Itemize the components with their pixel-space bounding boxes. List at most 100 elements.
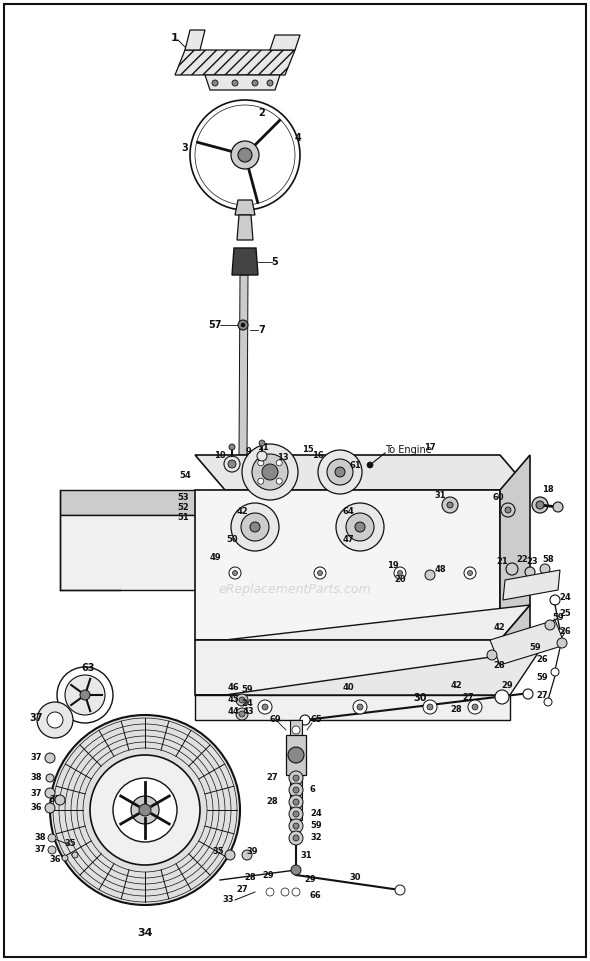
Circle shape	[292, 741, 300, 749]
Text: 30: 30	[413, 693, 427, 703]
Circle shape	[327, 459, 353, 485]
Circle shape	[523, 689, 533, 699]
Circle shape	[289, 831, 303, 845]
Text: 54: 54	[179, 471, 191, 480]
Circle shape	[468, 700, 482, 714]
Text: 51: 51	[177, 512, 189, 522]
Text: 26: 26	[536, 655, 548, 664]
Circle shape	[231, 503, 279, 551]
Text: 61: 61	[349, 461, 361, 471]
Polygon shape	[290, 720, 302, 820]
Text: 10: 10	[214, 451, 226, 459]
Circle shape	[231, 141, 259, 169]
Circle shape	[550, 595, 560, 605]
Text: 15: 15	[302, 445, 314, 454]
Text: 59: 59	[241, 685, 253, 695]
Text: 24: 24	[310, 809, 322, 819]
Circle shape	[556, 629, 564, 637]
Text: 44: 44	[227, 707, 239, 717]
Text: 37: 37	[30, 788, 42, 798]
Circle shape	[395, 885, 405, 895]
Text: 27: 27	[266, 774, 278, 782]
Text: 47: 47	[342, 535, 354, 545]
Polygon shape	[185, 30, 205, 50]
Text: 59: 59	[552, 613, 564, 623]
Circle shape	[442, 497, 458, 513]
Circle shape	[258, 479, 264, 484]
Polygon shape	[195, 455, 530, 490]
Circle shape	[293, 775, 299, 781]
Circle shape	[423, 700, 437, 714]
Polygon shape	[60, 515, 200, 590]
Text: 30: 30	[349, 874, 360, 882]
Circle shape	[506, 563, 518, 575]
Polygon shape	[195, 640, 500, 695]
Circle shape	[336, 503, 384, 551]
Circle shape	[232, 571, 238, 576]
Circle shape	[276, 459, 282, 466]
Circle shape	[292, 726, 300, 734]
Circle shape	[553, 502, 563, 512]
Text: 26: 26	[559, 628, 571, 636]
Text: 6: 6	[310, 785, 316, 795]
Circle shape	[50, 715, 240, 905]
Circle shape	[239, 711, 245, 717]
Text: 43: 43	[242, 707, 254, 717]
Circle shape	[276, 479, 282, 484]
Circle shape	[318, 450, 362, 494]
Circle shape	[252, 80, 258, 86]
Text: 32: 32	[310, 833, 322, 843]
Circle shape	[292, 771, 300, 779]
Circle shape	[90, 755, 200, 865]
Text: 13: 13	[277, 454, 289, 462]
Circle shape	[293, 811, 299, 817]
Text: 35: 35	[212, 848, 224, 856]
Text: 36: 36	[30, 803, 42, 812]
Circle shape	[252, 454, 288, 490]
Polygon shape	[195, 695, 510, 720]
Circle shape	[291, 865, 301, 875]
Circle shape	[557, 638, 567, 648]
Text: 28: 28	[244, 874, 256, 882]
Circle shape	[447, 502, 453, 508]
Circle shape	[346, 513, 374, 541]
Text: 48: 48	[434, 565, 446, 575]
Circle shape	[236, 694, 248, 706]
Text: 36: 36	[49, 855, 61, 865]
Polygon shape	[232, 248, 258, 275]
Text: 9: 9	[245, 447, 251, 456]
Circle shape	[467, 571, 473, 576]
Circle shape	[427, 704, 433, 710]
Text: 27: 27	[462, 693, 474, 702]
Circle shape	[464, 567, 476, 579]
Circle shape	[398, 571, 402, 576]
Text: 40: 40	[342, 683, 354, 693]
Polygon shape	[195, 490, 500, 640]
Circle shape	[292, 756, 300, 764]
Text: 52: 52	[177, 503, 189, 511]
Circle shape	[357, 704, 363, 710]
Circle shape	[536, 501, 544, 509]
Text: 3: 3	[182, 143, 188, 153]
Text: 46: 46	[227, 683, 239, 693]
Circle shape	[289, 807, 303, 821]
Circle shape	[212, 80, 218, 86]
Text: 65: 65	[310, 716, 322, 725]
Circle shape	[131, 796, 159, 824]
Circle shape	[241, 513, 269, 541]
Circle shape	[317, 571, 323, 576]
Circle shape	[195, 105, 295, 205]
Circle shape	[293, 835, 299, 841]
Circle shape	[190, 100, 300, 210]
Circle shape	[72, 852, 78, 858]
Text: 31: 31	[300, 851, 312, 860]
Circle shape	[501, 503, 515, 517]
Text: 5: 5	[271, 257, 278, 267]
Circle shape	[62, 855, 68, 861]
Circle shape	[65, 675, 105, 715]
Circle shape	[238, 148, 252, 162]
Text: 35: 35	[64, 839, 76, 848]
Polygon shape	[60, 490, 200, 515]
Text: 17: 17	[424, 443, 436, 453]
Text: 64: 64	[342, 507, 354, 516]
